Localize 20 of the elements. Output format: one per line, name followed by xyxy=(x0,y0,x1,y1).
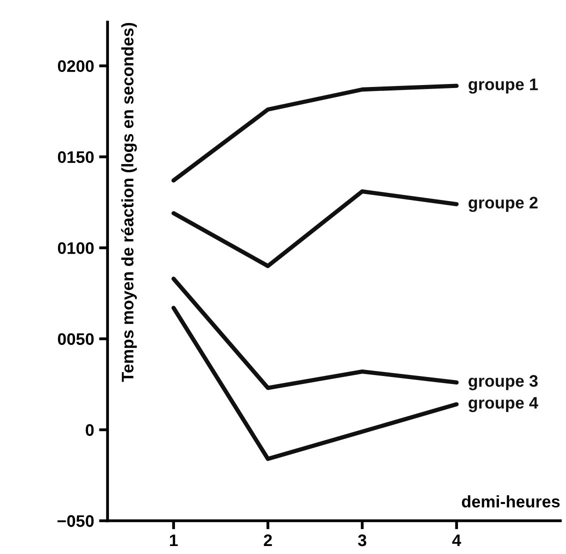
y-tick-label: 0050 xyxy=(58,333,94,345)
y-tick-label: 0 xyxy=(86,424,94,436)
y-tick-label: −050 xyxy=(58,515,94,527)
line-series xyxy=(171,84,459,183)
line-series xyxy=(171,276,459,390)
y-tick-label: 0150 xyxy=(58,151,94,164)
series-label: groupe 2 xyxy=(468,196,538,212)
y-tick-label: 0100 xyxy=(58,242,94,254)
line-series xyxy=(171,189,459,268)
x-tick-label: 2 xyxy=(264,534,272,546)
y-axis-title: Temps moyen de réaction (logs en secondes) xyxy=(121,22,137,382)
x-axis-title: demi-heures xyxy=(462,495,560,508)
series-label: groupe 1 xyxy=(468,78,538,94)
series-label: groupe 4 xyxy=(468,397,538,412)
x-tick-label: 1 xyxy=(170,534,178,546)
x-tick-label: 3 xyxy=(358,534,366,546)
line-series xyxy=(171,306,459,461)
x-tick-label: 4 xyxy=(452,534,462,546)
y-tick-label: 0200 xyxy=(58,60,94,72)
series-label: groupe 3 xyxy=(468,375,538,390)
